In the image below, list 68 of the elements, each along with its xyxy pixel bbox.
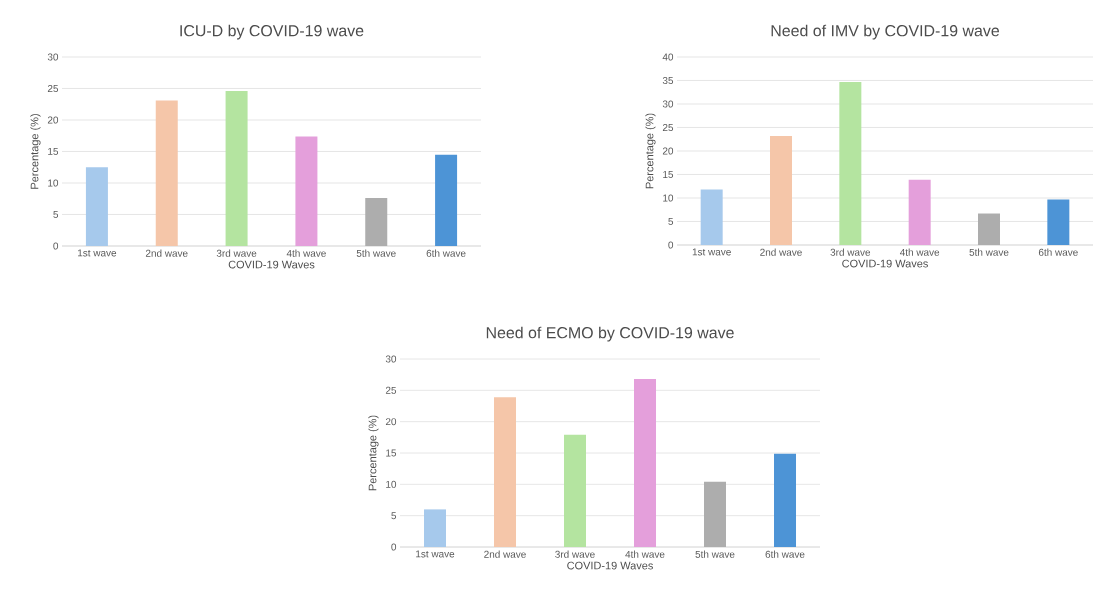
y-tick-label: 20 bbox=[385, 418, 397, 426]
bar bbox=[978, 213, 1001, 245]
bar bbox=[839, 81, 862, 245]
chart-title: ICU-D by COVID-19 wave bbox=[180, 24, 364, 40]
bar bbox=[155, 100, 178, 246]
x-tick-label: 3rd wave bbox=[216, 249, 257, 257]
x-axis-title: COVID-19 Waves bbox=[228, 260, 315, 269]
y-tick-label: 0 bbox=[53, 242, 59, 250]
y-tick-label: 40 bbox=[662, 53, 674, 61]
x-tick-label: 3rd wave bbox=[830, 248, 871, 256]
x-tick-label: 2nd wave bbox=[145, 249, 188, 257]
x-tick-label: 6th wave bbox=[426, 249, 466, 257]
chart-title: Need of IMV by COVID-19 wave bbox=[771, 24, 999, 40]
bar bbox=[435, 154, 458, 246]
bar bbox=[634, 379, 657, 547]
y-tick-label: 15 bbox=[386, 449, 397, 457]
x-tick-label: 1st wave bbox=[692, 248, 731, 256]
y-tick-label: 0 bbox=[391, 543, 397, 551]
bar bbox=[295, 136, 318, 246]
y-tick-label: 0 bbox=[668, 241, 674, 249]
y-tick-label: 25 bbox=[662, 123, 674, 132]
x-axis-title: COVID-19 Waves bbox=[842, 259, 928, 268]
bar bbox=[1047, 199, 1070, 245]
y-tick-label: 35 bbox=[662, 76, 674, 85]
y-tick-label: 20 bbox=[662, 147, 674, 155]
y-tick-label: 30 bbox=[662, 100, 674, 108]
y-axis-title: Percentage (%) bbox=[645, 113, 656, 189]
x-tick-label: 1st wave bbox=[78, 249, 117, 257]
y-tick-label: 5 bbox=[53, 211, 59, 218]
x-tick-label: 3rd wave bbox=[555, 550, 595, 558]
y-tick-label: 15 bbox=[663, 171, 674, 178]
x-axis-title: COVID-19 Waves bbox=[567, 561, 653, 570]
y-axis-title: Percentage (%) bbox=[368, 415, 379, 491]
x-tick-label: 4th wave bbox=[899, 248, 940, 256]
x-tick-label: 2nd wave bbox=[760, 248, 802, 256]
x-tick-label: 6th wave bbox=[1038, 248, 1078, 256]
y-tick-label: 30 bbox=[385, 355, 397, 363]
x-tick-label: 1st wave bbox=[416, 550, 455, 558]
y-tick-label: 15 bbox=[48, 148, 59, 155]
y-tick-label: 25 bbox=[385, 386, 397, 394]
y-tick-label: 25 bbox=[47, 84, 59, 93]
y-tick-label: 10 bbox=[663, 194, 674, 202]
bar bbox=[700, 189, 723, 245]
x-tick-label: 5th wave bbox=[356, 249, 396, 257]
y-axis-title: Percentage (%) bbox=[30, 114, 41, 189]
x-tick-label: 2nd wave bbox=[484, 550, 526, 558]
y-tick-label: 10 bbox=[48, 179, 59, 187]
x-tick-label: 5th wave bbox=[695, 550, 735, 558]
bar bbox=[908, 179, 931, 245]
x-tick-label: 4th wave bbox=[286, 249, 326, 257]
bar bbox=[85, 167, 108, 246]
bar bbox=[424, 509, 446, 547]
y-tick-label: 5 bbox=[668, 218, 674, 225]
bar bbox=[704, 481, 727, 547]
y-tick-label: 10 bbox=[386, 480, 397, 488]
y-tick-label: 5 bbox=[391, 512, 397, 520]
bar bbox=[564, 434, 587, 547]
bar bbox=[365, 198, 388, 246]
bar bbox=[770, 135, 793, 245]
x-tick-label: 5th wave bbox=[969, 248, 1009, 256]
bar bbox=[494, 397, 517, 547]
bar bbox=[225, 91, 248, 246]
y-tick-label: 30 bbox=[47, 53, 59, 61]
bar bbox=[774, 453, 797, 547]
x-tick-label: 4th wave bbox=[625, 550, 665, 558]
y-tick-label: 20 bbox=[47, 116, 59, 124]
chart-title: Need of ECMO by COVID-19 wave bbox=[486, 326, 734, 342]
x-tick-label: 6th wave bbox=[765, 550, 805, 558]
